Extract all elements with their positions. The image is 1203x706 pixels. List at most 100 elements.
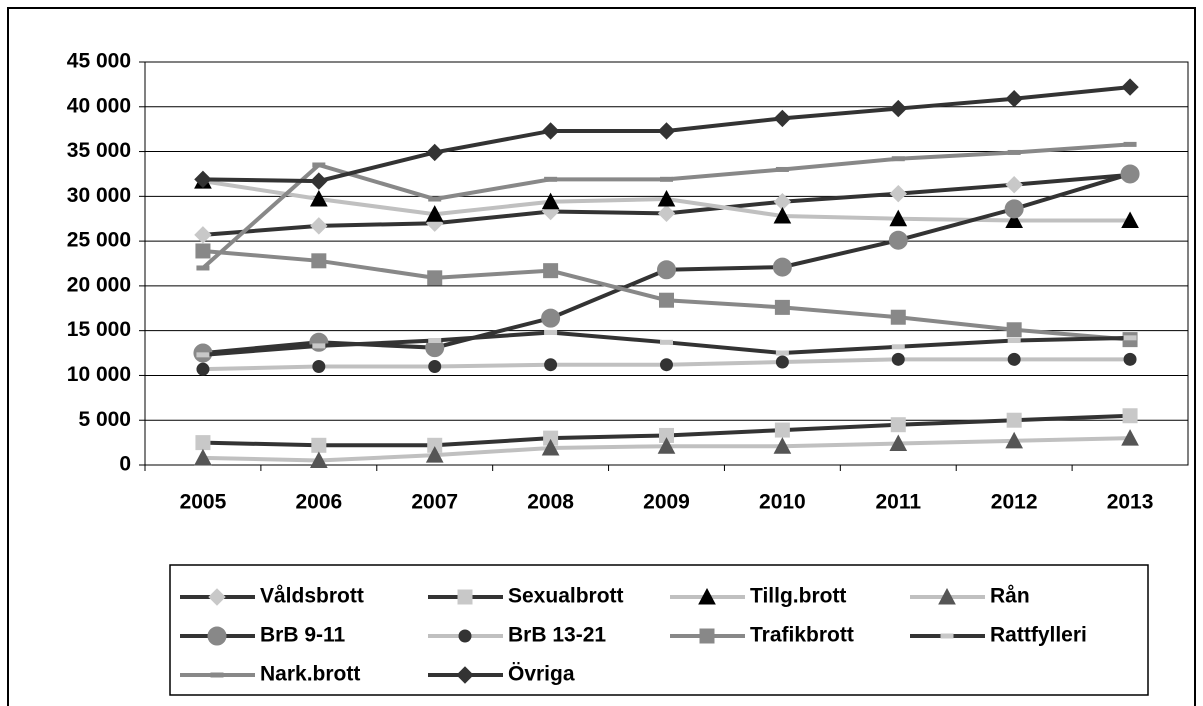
marker [660,339,673,345]
marker [428,196,442,202]
marker [889,99,907,118]
marker [891,352,905,366]
marker [312,162,326,168]
marker [456,666,474,684]
marker [544,329,558,335]
y-tick-label: 25 000 [67,229,131,252]
legend-label: BrB 9-11 [260,624,346,647]
marker [428,338,442,344]
marker [309,451,328,469]
y-tick-label: 0 [119,453,131,476]
marker [425,446,444,463]
marker [428,359,442,373]
marker [657,122,676,140]
marker [1120,164,1140,184]
marker [194,170,212,189]
marker [544,176,558,182]
marker [1005,175,1023,194]
marker [1121,429,1139,446]
y-tick-label: 20 000 [67,273,131,296]
marker [1123,141,1137,147]
marker [889,434,908,452]
marker [888,230,908,250]
marker [889,209,908,227]
marker [312,343,326,349]
marker [1005,90,1023,108]
marker [196,265,210,271]
legend-label: Tillg.brott [750,585,846,608]
marker [1004,199,1024,219]
marker [425,205,444,222]
marker [1007,149,1021,155]
marker [1005,211,1024,229]
marker [457,589,473,605]
marker [1007,338,1021,344]
marker [210,672,224,678]
y-tick-label: 40 000 [67,94,131,117]
marker [773,206,792,224]
marker [938,587,956,605]
marker [891,344,905,350]
marker [657,189,676,207]
marker [207,626,227,646]
x-tick-label: 2007 [411,491,458,514]
marker [309,332,329,352]
marker [1122,408,1138,424]
marker [657,204,676,223]
legend-label: BrB 13-21 [508,624,606,647]
marker [194,448,212,466]
marker [310,172,328,190]
legend-box [169,564,1149,696]
marker [195,243,211,259]
marker [541,438,560,456]
marker [541,122,560,140]
marker [196,362,210,376]
marker [426,143,444,162]
marker [660,176,673,182]
y-tick-label: 5 000 [78,408,131,431]
marker [1123,352,1137,366]
marker [890,417,906,433]
legend-label: Nark.brott [260,663,360,686]
marker [657,260,676,280]
x-tick-label: 2006 [295,491,342,514]
marker [194,226,212,244]
marker [541,308,561,328]
legend-label: Våldsbrott [260,585,364,608]
legend-label: Sexualbrott [508,585,624,608]
y-tick-label: 35 000 [67,139,131,162]
y-tick-label: 30 000 [67,184,131,207]
legend-label: Trafikbrott [750,624,854,647]
marker [774,422,790,438]
marker [773,109,792,128]
marker [541,192,560,210]
x-tick-label: 2005 [180,491,227,514]
x-tick-label: 2008 [527,491,574,514]
legend-label: Rån [990,585,1030,608]
marker [891,156,905,162]
x-tick-label: 2011 [875,491,921,514]
marker [196,352,210,358]
marker [311,253,327,269]
marker [698,587,716,605]
marker [1005,431,1024,449]
legend-label: Övriga [508,663,575,686]
y-tick-label: 45 000 [67,50,131,73]
marker [775,355,789,369]
marker [774,299,790,315]
marker [773,437,792,454]
marker [775,350,789,356]
x-tick-label: 2013 [1107,491,1154,514]
legend-label: Rattfylleri [990,624,1087,647]
chart-frame [7,7,1196,706]
marker [208,588,226,606]
marker [699,628,715,644]
marker [1006,412,1022,428]
marker [772,257,792,277]
marker [1121,78,1139,96]
marker [1121,211,1139,229]
marker [458,629,472,643]
marker [775,166,789,172]
marker [1123,335,1137,341]
